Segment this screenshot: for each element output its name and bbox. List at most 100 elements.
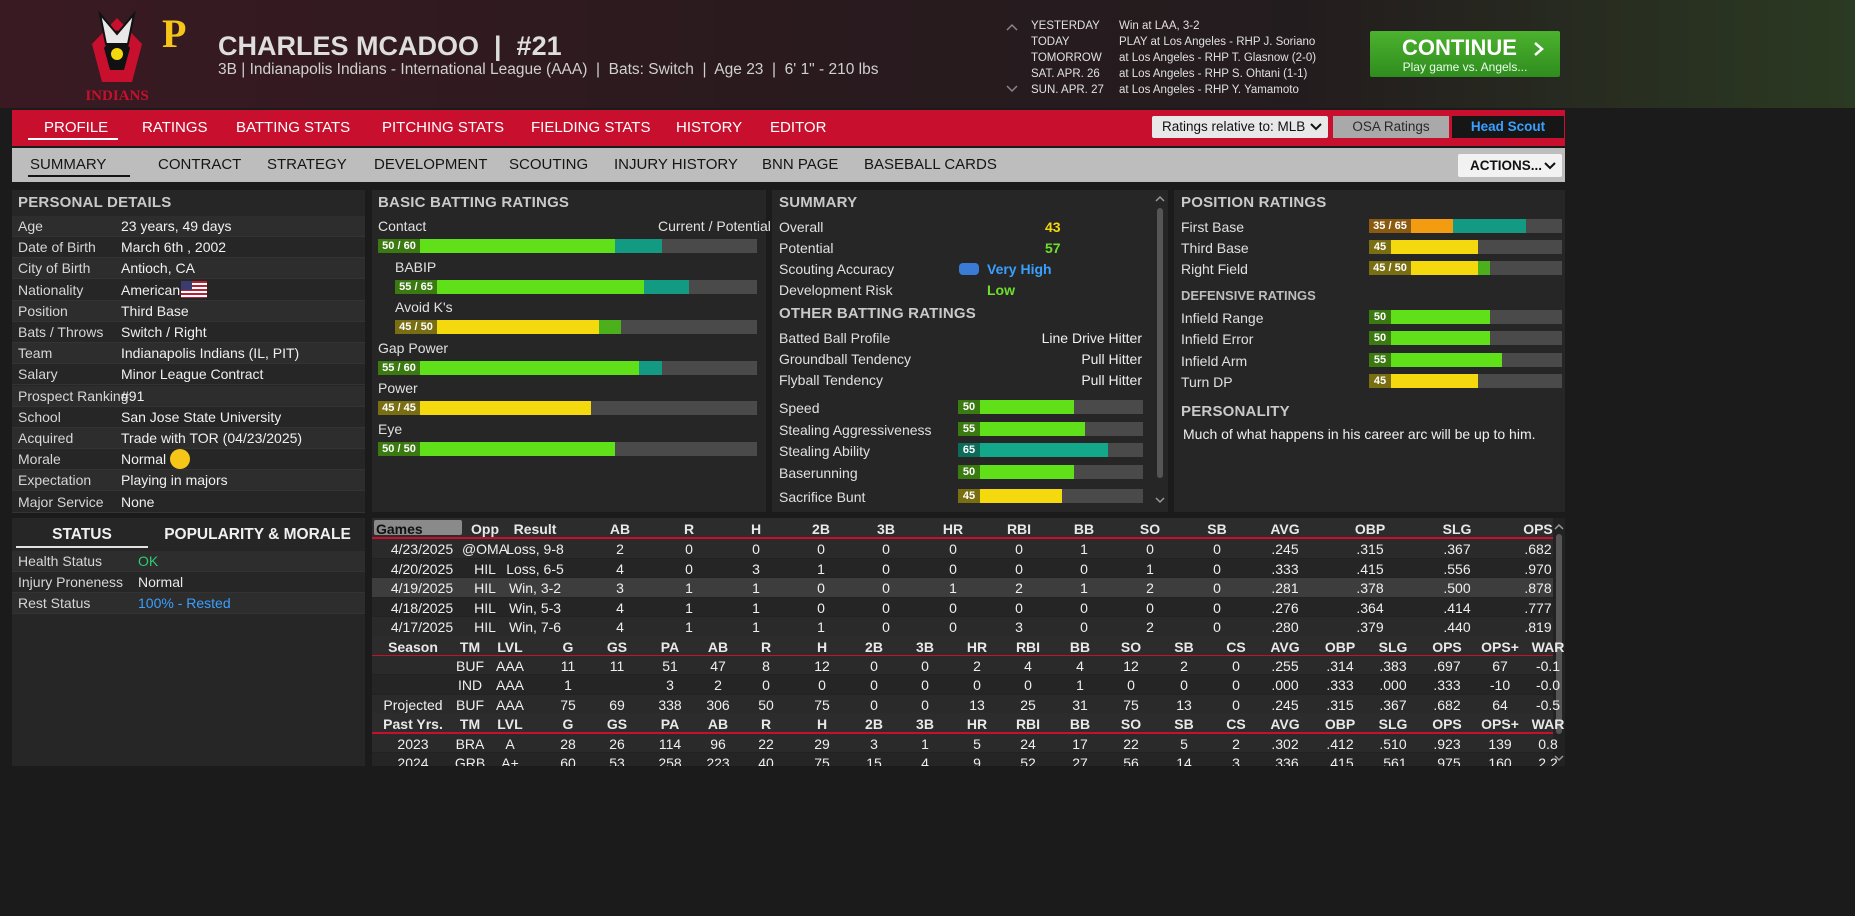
table-cell: 64 [1492,696,1508,713]
rating-label: 50 [958,400,980,414]
actions-button[interactable]: ACTIONS... [1458,154,1562,177]
detail-value: Switch / Right [121,324,207,340]
table-cell: 0 [949,560,957,577]
sub-tab[interactable]: CONTRACT [158,156,242,173]
table-header: AB [609,521,631,537]
rating-current [1369,331,1490,346]
sub-tab[interactable]: BNN PAGE [762,156,839,173]
scroll-thumb[interactable] [1157,208,1163,478]
player-name: CHARLES MCADOO | #21 [218,31,562,61]
sub-tab[interactable]: BASEBALL CARDS [864,156,997,173]
detail-value: Minor League Contract [121,366,264,383]
rating-current [958,489,1063,503]
games-dropdown[interactable] [374,520,462,535]
scroll-down[interactable] [1554,755,1564,762]
table-header: BB [1069,639,1091,655]
head-scout-button[interactable]: Head Scout [1452,116,1564,138]
detail-row [12,470,365,492]
status-row [12,572,365,593]
table-cell: 0 [1146,541,1154,557]
detail-row [12,491,365,513]
rating-label: 55 / 65 [395,279,437,294]
table-header: CS [1226,716,1246,732]
personality-text: Much of what happens in his career arc w… [1183,426,1536,442]
scroll-up[interactable] [1155,195,1165,202]
continue-button[interactable]: CONTINUE Play game vs. Angels... [1370,31,1560,77]
table-header: Games [376,521,423,537]
actions-label: ACTIONS... [1470,158,1543,173]
detail-label: Nationality [18,281,84,298]
table-cell: 0 [685,541,693,557]
sub-tab[interactable]: SCOUTING [509,156,589,173]
main-tab[interactable]: RATINGS [142,119,208,136]
ratings-select[interactable]: Ratings relative to: MLB [1152,116,1328,138]
table-cell: .315 [1356,541,1384,557]
rating-label: 55 / 60 [378,360,420,375]
table-cell: 2 [1015,580,1023,597]
table-cell: 338 [658,696,682,713]
main-tab[interactable]: PROFILE [44,119,109,136]
sub-tab[interactable]: STRATEGY [267,156,347,173]
scrollbar[interactable] [1553,520,1565,766]
main-tab[interactable]: FIELDING STATS [531,119,651,136]
table-row [372,578,1553,597]
rating-name: Infield Range [1181,310,1264,326]
table-header: OPS+ [1481,716,1519,732]
rating-current [958,421,1086,436]
table-cell: 1 [817,560,825,577]
rating-label: 50 [1369,331,1391,346]
table-header: PA [660,639,680,655]
main-tab[interactable]: PITCHING STATS [382,119,504,136]
table-cell: 0 [1015,599,1023,616]
detail-label: Age [18,218,43,234]
chevron [1534,42,1544,56]
scroll-down[interactable] [1155,497,1165,504]
table-cell: BUF [456,696,484,713]
table-header: 2B [865,639,883,655]
logo-shape [98,10,136,45]
rating-name: Eye [378,421,403,437]
detail-value: None [121,493,155,510]
table-cell: .245 [1271,696,1299,713]
table-cell: 28 [560,736,576,752]
table-cell: 4 [616,599,624,616]
table-cell: 75 [814,696,830,713]
status-tab[interactable]: STATUS [52,526,112,543]
table-header: GS [606,716,628,732]
scrollbar[interactable] [1153,192,1167,510]
rating-name: Sacrifice Bunt [779,489,866,505]
rating-current [1369,373,1478,388]
rating-current [958,464,1074,479]
schedule-event: Win at LAA, 3-2 [1119,20,1200,32]
table-cell: 24 [1020,736,1036,752]
schedule-day: TODAY [1031,36,1070,48]
schedule-event: at Los Angeles - RHP S. Ohtani (1-1) [1119,68,1308,80]
main-tab[interactable]: HISTORY [676,119,743,136]
main-tab[interactable]: EDITOR [770,119,827,136]
scroll-thumb[interactable] [1556,534,1562,734]
arrow-down[interactable] [1006,85,1018,93]
arrow-up[interactable] [1006,23,1018,31]
osa-ratings-button[interactable]: OSA Ratings [1333,116,1449,138]
other-value: Line Drive Hitter [1041,330,1142,346]
sub-tab[interactable]: SUMMARY [30,156,107,173]
table-row [372,617,1553,636]
table-cell: 0 [1213,560,1221,577]
table-cell: 0 [870,696,878,713]
status-tab[interactable]: POPULARITY & MORALE [164,526,351,543]
table-cell: 0 [870,677,878,694]
status-value: 100% - Rested [138,595,231,611]
main-tab[interactable]: BATTING STATS [236,119,351,136]
sub-tab[interactable]: INJURY HISTORY [614,156,738,173]
table-header: RBI [1015,639,1041,655]
other-label: Flyball Tendency [779,372,884,388]
table-cell: 50 [758,696,774,713]
table-cell: 26 [609,736,625,752]
table-header: SLG [1442,521,1472,537]
table-cell: .414 [1443,599,1471,616]
sub-tab[interactable]: DEVELOPMENT [374,156,488,173]
scroll-up[interactable] [1554,523,1564,530]
table-cell: 0 [685,560,693,577]
table-cell: 1 [685,619,693,636]
detail-row [12,343,365,365]
